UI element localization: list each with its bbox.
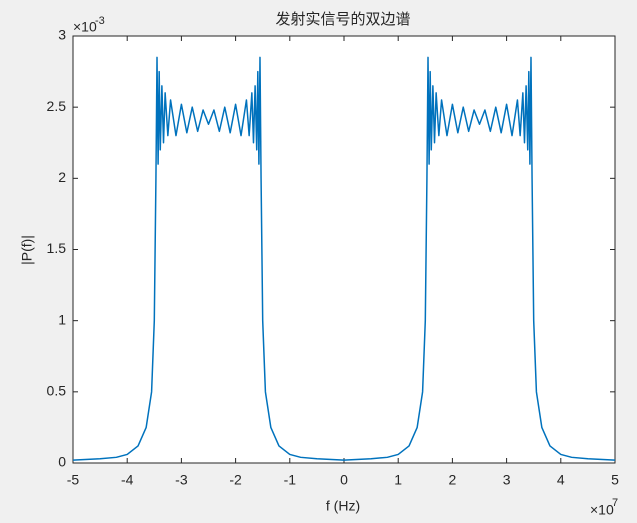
y-tick-label: 0 [58, 454, 66, 470]
y-axis-label: |P(f)| [19, 235, 35, 265]
x-tick-label: -5 [67, 472, 80, 488]
x-tick-label: -2 [229, 472, 242, 488]
x-axis-label: f (Hz) [326, 498, 360, 514]
x-tick-label: 1 [394, 472, 402, 488]
x-tick-label: 5 [611, 472, 619, 488]
y-tick-label: 0.5 [47, 383, 67, 399]
axes-box [72, 35, 616, 464]
chart-title: 发射实信号的双边谱 [275, 11, 410, 28]
x-tick-label: 4 [557, 472, 565, 488]
x-tick-label: 0 [340, 472, 348, 488]
x-tick-label: -1 [284, 472, 297, 488]
y-tick-label: 1 [58, 311, 66, 327]
x-tick-label: 2 [449, 472, 457, 488]
x-tick-label: -3 [175, 472, 188, 488]
x-scale-exponent: 7 [612, 497, 618, 509]
spectrum-line [72, 56, 616, 461]
y-scale-exponent: -3 [95, 15, 105, 27]
x-scale-base: ×10 [590, 502, 614, 518]
x-tick-label: 3 [503, 472, 511, 488]
y-tick-label: 3 [58, 27, 66, 43]
y-tick-label: 2.5 [47, 98, 67, 114]
y-tick-label: 2 [58, 169, 66, 185]
y-tick-label: 1.5 [47, 240, 67, 256]
y-scale-base: ×10 [73, 19, 97, 35]
x-tick-label: -4 [121, 472, 134, 488]
